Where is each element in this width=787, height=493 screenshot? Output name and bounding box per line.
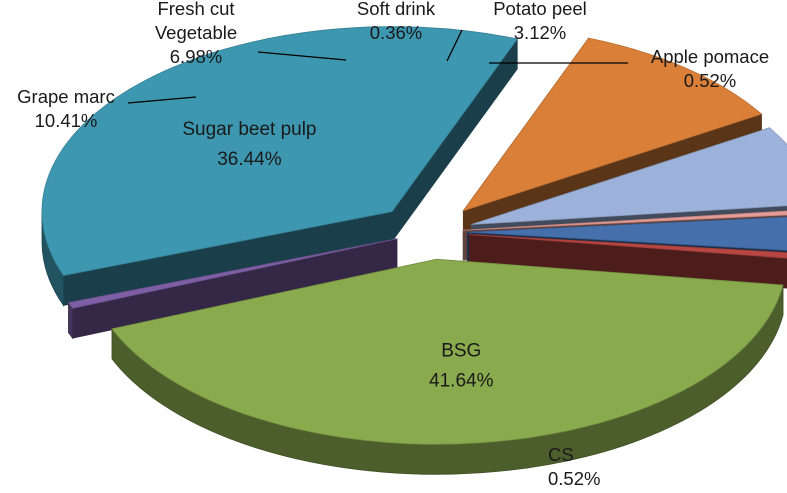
slice-value-sugar-beet-pulp: 36.44% xyxy=(217,149,282,170)
pie-slice-grape-marc xyxy=(462,37,763,212)
slice-label-potato-peel: Potato peel xyxy=(493,0,587,19)
slice-value-fresh-cut-vegetable: 6.98% xyxy=(170,46,222,67)
slice-label-soft-drink: Soft drink xyxy=(357,0,436,19)
slice-value-soft-drink: 0.36% xyxy=(370,22,422,43)
pie-slice-potato-peel xyxy=(467,216,787,251)
pie-slice-cs xyxy=(67,238,398,309)
slice-label-fresh-cut-vegetable: Fresh cut xyxy=(157,0,234,19)
slice-label-bsg: BSG xyxy=(441,340,481,361)
slice-value-potato-peel: 3.12% xyxy=(514,22,566,43)
leader-line-potato-peel xyxy=(446,29,463,62)
pie-slice-sugar-beet-pulp xyxy=(41,26,519,276)
slice-label-fresh-cut-vegetable: Vegetable xyxy=(155,22,237,43)
slice-value-bsg: 41.64% xyxy=(429,370,494,391)
slice-label-grape-marc: Grape marc xyxy=(17,86,115,107)
pie-slice-apple-pomace xyxy=(469,234,787,259)
leader-line-fresh-cut-vegetable xyxy=(257,51,347,61)
leader-lines xyxy=(127,29,628,104)
leader-line-grape-marc xyxy=(127,96,197,104)
pie-slice-bsg xyxy=(111,258,784,445)
pie-slice-tops xyxy=(41,26,787,445)
slice-label-sugar-beet-pulp: Sugar beet pulp xyxy=(182,119,316,140)
slice-label-apple-pomace: Apple pomace xyxy=(651,46,769,67)
pie-slice-fresh-cut-vegetable xyxy=(471,127,787,225)
slice-labels: BSG 41.64% CS 0.52% Sugar beet pulp 36.44% Gra… xyxy=(17,0,769,489)
pie-slice-soft-drink xyxy=(463,210,787,231)
slice-value-grape-marc: 10.41% xyxy=(35,110,98,131)
slice-value-cs: 0.52% xyxy=(548,468,600,489)
slice-label-cs: CS xyxy=(548,444,574,465)
slice-value-apple-pomace: 0.52% xyxy=(684,70,736,91)
